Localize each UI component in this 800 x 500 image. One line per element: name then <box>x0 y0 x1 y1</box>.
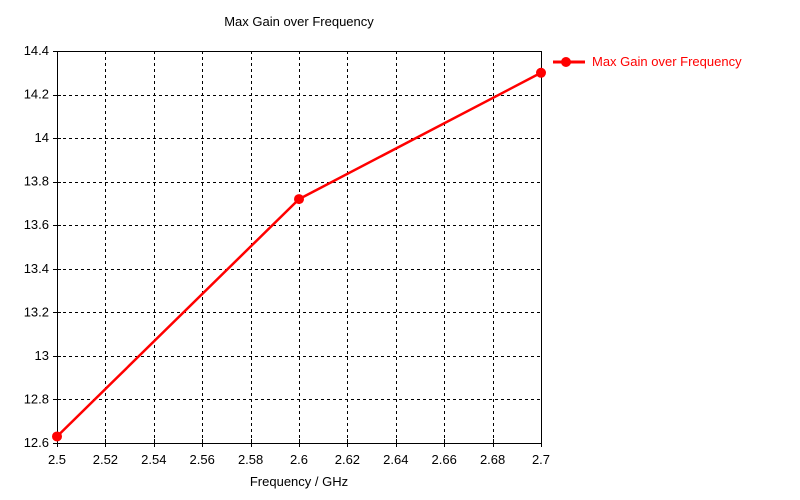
legend-marker-icon <box>553 56 585 67</box>
svg-text:13.6: 13.6 <box>24 217 49 232</box>
svg-text:14.4: 14.4 <box>24 43 49 58</box>
svg-text:14.2: 14.2 <box>24 87 49 102</box>
svg-text:2.62: 2.62 <box>335 452 360 467</box>
x-axis-title: Frequency / GHz <box>249 474 349 489</box>
svg-text:2.66: 2.66 <box>432 452 457 467</box>
svg-text:13.4: 13.4 <box>24 261 49 276</box>
svg-text:14: 14 <box>35 130 49 145</box>
svg-text:2.68: 2.68 <box>480 452 505 467</box>
svg-text:2.7: 2.7 <box>532 452 550 467</box>
legend-item[interactable]: Max Gain over Frequency <box>553 54 742 69</box>
svg-text:2.52: 2.52 <box>93 452 118 467</box>
svg-text:2.6: 2.6 <box>290 452 308 467</box>
svg-text:2.5: 2.5 <box>48 452 66 467</box>
legend-label: Max Gain over Frequency <box>592 54 742 69</box>
svg-text:2.54: 2.54 <box>141 452 166 467</box>
svg-text:2.58: 2.58 <box>238 452 263 467</box>
svg-text:13: 13 <box>35 348 49 363</box>
svg-text:13.2: 13.2 <box>24 304 49 319</box>
svg-text:13.8: 13.8 <box>24 174 49 189</box>
svg-text:2.64: 2.64 <box>383 452 408 467</box>
svg-text:12.8: 12.8 <box>24 391 49 406</box>
svg-text:12.6: 12.6 <box>24 435 49 450</box>
chart-title: Max Gain over Frequency <box>224 14 374 29</box>
svg-text:2.56: 2.56 <box>190 452 215 467</box>
